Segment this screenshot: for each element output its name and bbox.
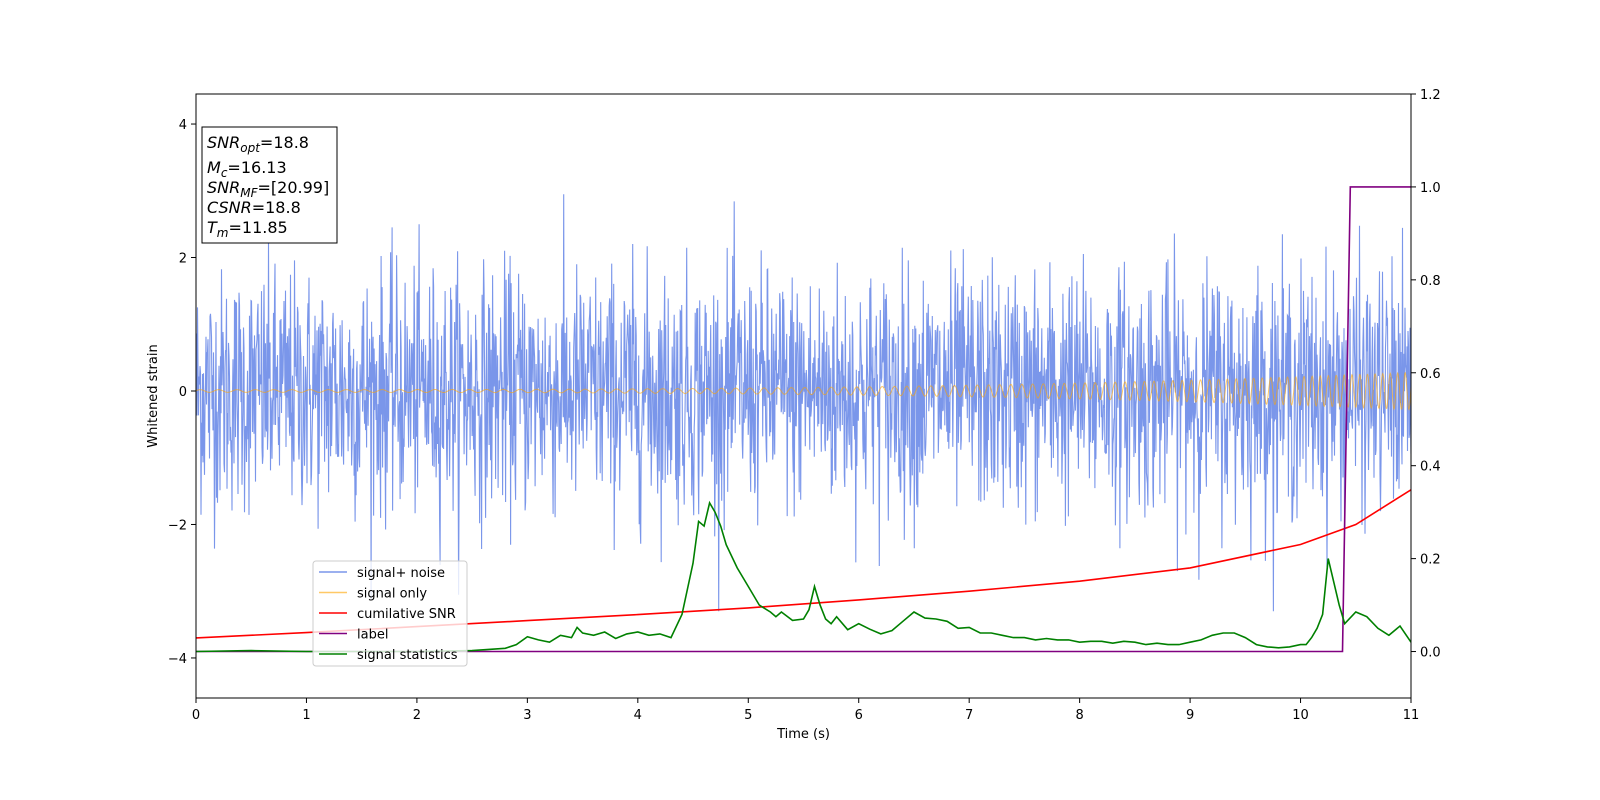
axes-frame bbox=[195, 93, 1412, 699]
x-tick-label: 10 bbox=[1292, 708, 1309, 723]
y-axis-label: Whitened strain bbox=[146, 344, 161, 447]
y2-tick-label: 0.8 bbox=[1420, 274, 1441, 289]
y2-tick-label: 1.0 bbox=[1420, 181, 1441, 196]
annotation-line: Tm=11.85 bbox=[207, 218, 288, 240]
y-tick-label: −4 bbox=[168, 652, 187, 667]
y2-tick-label: 0.0 bbox=[1420, 646, 1441, 661]
annotation-line: SNRMF=[20.99] bbox=[207, 178, 329, 200]
y2-tick-label: 0.6 bbox=[1420, 367, 1441, 382]
x-tick-label: 5 bbox=[744, 708, 752, 723]
annotation-line: Mc=16.13 bbox=[207, 158, 287, 180]
annotation-line: SNRopt=18.8 bbox=[207, 133, 309, 155]
y2-tick-label: 0.2 bbox=[1420, 553, 1441, 568]
x-tick-label: 11 bbox=[1403, 708, 1420, 723]
legend-entry: cumilative SNR bbox=[357, 607, 456, 622]
series-signal-only bbox=[196, 371, 1411, 411]
x-tick-label: 4 bbox=[634, 708, 642, 723]
legend-frame bbox=[312, 560, 468, 667]
x-tick-label: 0 bbox=[192, 708, 200, 723]
x-tick-label: 1 bbox=[302, 708, 310, 723]
y-tick-label: 0 bbox=[179, 385, 187, 400]
legend-entry: label bbox=[357, 628, 388, 643]
y2-tick-label: 0.4 bbox=[1420, 460, 1441, 475]
y-tick-label: 2 bbox=[179, 252, 187, 267]
x-tick-label: 2 bbox=[413, 708, 421, 723]
ticks: 0 1 2 3 4 5 6 7 8 9 10 11 4 2 0 −2 −4 1.2 1.0 0.8 0.6 0.4 0.2 0… bbox=[168, 88, 1441, 723]
legend: signal+ noise signal only cumilative SNR la… bbox=[312, 560, 468, 667]
x-tick-label: 7 bbox=[965, 708, 973, 723]
x-axis-label: Time (s) bbox=[776, 727, 830, 742]
series-signal-statistics bbox=[196, 500, 1411, 653]
x-tick-label: 3 bbox=[523, 708, 531, 723]
x-tick-label: 9 bbox=[1186, 708, 1194, 723]
annotation-box: SNRopt=18.8 Mc=16.13SNRMF=[20.99]CSNR=18.… bbox=[201, 126, 338, 244]
legend-entry: signal+ noise bbox=[357, 566, 445, 581]
annotation-frame bbox=[201, 126, 338, 244]
series-signal-noise bbox=[196, 194, 1411, 612]
x-tick-label: 6 bbox=[855, 708, 863, 723]
y2-tick-label: 1.2 bbox=[1420, 88, 1441, 103]
legend-entry: signal only bbox=[357, 587, 427, 602]
y-tick-label: −2 bbox=[168, 518, 187, 533]
x-tick-label: 8 bbox=[1075, 708, 1083, 723]
series-label bbox=[196, 186, 1411, 653]
annotation-line: CSNR=18.8 bbox=[207, 198, 301, 217]
y-tick-label: 4 bbox=[179, 118, 187, 133]
legend-entry: signal statistics bbox=[357, 648, 458, 663]
